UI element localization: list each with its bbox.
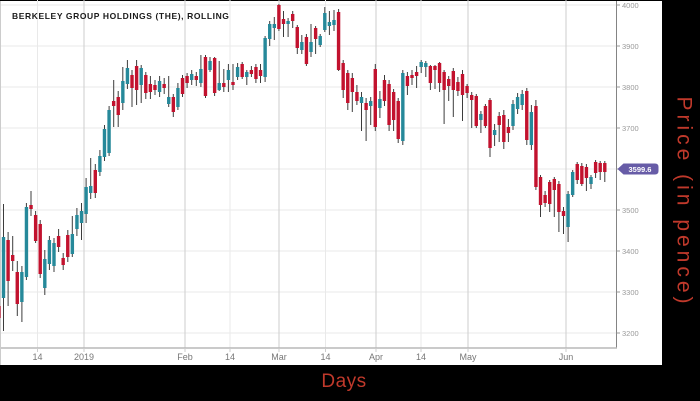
svg-text:2019: 2019	[74, 352, 94, 362]
svg-text:3500: 3500	[622, 206, 639, 215]
svg-text:Jun: Jun	[559, 352, 574, 362]
svg-text:3900: 3900	[622, 42, 639, 51]
svg-text:BERKELEY GROUP HOLDINGS (THE),: BERKELEY GROUP HOLDINGS (THE), ROLLING	[12, 11, 230, 21]
svg-text:4000: 4000	[622, 1, 639, 10]
svg-text:3200: 3200	[622, 329, 639, 338]
svg-text:Mar: Mar	[271, 352, 287, 362]
svg-text:14: 14	[416, 352, 426, 362]
svg-text:3599.6: 3599.6	[629, 165, 652, 174]
svg-text:14: 14	[32, 352, 42, 362]
svg-text:Price (in pence): Price (in pence)	[673, 96, 696, 307]
svg-text:3300: 3300	[622, 288, 639, 297]
svg-text:3800: 3800	[622, 83, 639, 92]
svg-text:May: May	[459, 352, 477, 362]
svg-text:Apr: Apr	[369, 352, 383, 362]
svg-text:Days: Days	[321, 371, 366, 392]
svg-text:14: 14	[225, 352, 235, 362]
svg-text:14: 14	[320, 352, 330, 362]
svg-text:3700: 3700	[622, 124, 639, 133]
svg-text:Feb: Feb	[177, 352, 193, 362]
svg-text:3400: 3400	[622, 247, 639, 256]
